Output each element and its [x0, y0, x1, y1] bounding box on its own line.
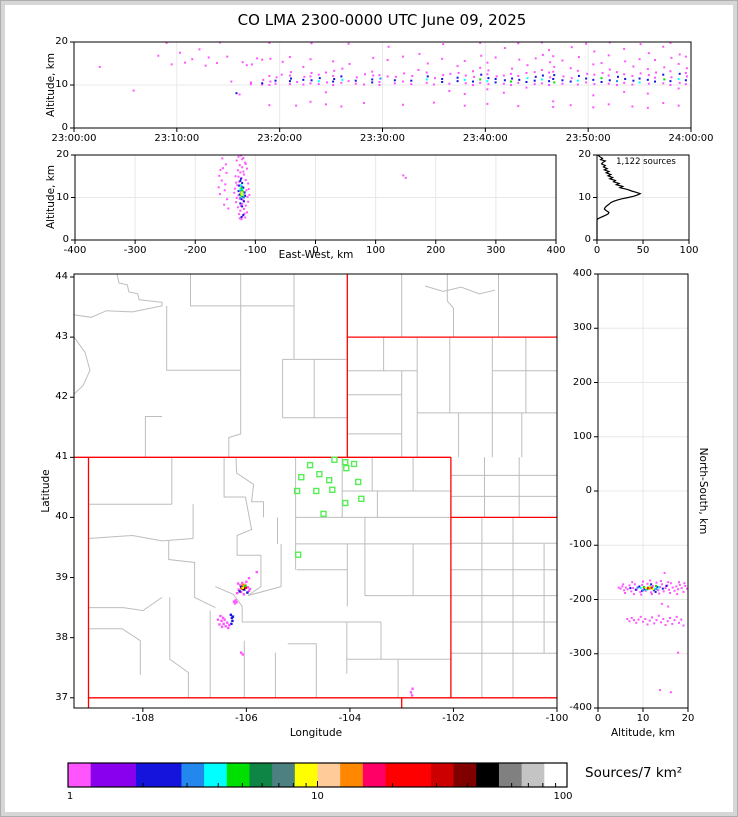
tick-label: 23:10:00: [154, 133, 200, 144]
tick-label: 100: [679, 245, 699, 256]
tick-label: 100: [366, 245, 386, 256]
ew-panel-xlabel: East-West, km: [278, 249, 354, 261]
tick-label: 20: [681, 713, 695, 724]
tick-label: 1: [66, 791, 74, 802]
tick-label: -400: [569, 702, 592, 713]
tick-label: 23:00:00: [51, 133, 97, 144]
tick-label: 200: [572, 376, 592, 388]
tick-label: 43: [55, 331, 68, 343]
tick-label: 23:30:00: [360, 133, 405, 144]
ns-panel-xlabel: Altitude, km: [610, 727, 676, 739]
tick-label: 0: [312, 245, 319, 256]
tick-label: -300: [569, 647, 592, 659]
figure-title: CO LMA 2300-0000 UTC June 09, 2025: [237, 11, 527, 29]
tick-label: 0: [594, 713, 602, 724]
tick-label: 10: [55, 79, 68, 90]
tick-label: 100: [572, 430, 592, 442]
tick-label: 0: [62, 234, 69, 245]
tick-label: -108: [131, 713, 155, 724]
tick-label: -102: [442, 713, 465, 724]
tick-label: 23:50:00: [565, 133, 611, 144]
tick-label: -100: [244, 245, 267, 256]
tick-label: 38: [55, 631, 68, 643]
tick-label: 10: [56, 191, 69, 203]
tick-label: -200: [569, 593, 592, 605]
tick-label: 0: [593, 245, 601, 256]
tick-label: 10: [578, 191, 591, 203]
tick-label: 24:00:00: [668, 133, 714, 144]
tick-label: 37: [55, 691, 68, 703]
tick-label: 100: [553, 791, 573, 802]
tick-label: 300: [486, 245, 506, 256]
map-xlabel: Longitude: [289, 727, 343, 739]
histogram-annotation: 1,122 sources: [616, 157, 676, 167]
tick-label: 200: [426, 245, 446, 256]
tick-label: -100: [545, 713, 569, 724]
tick-label: 0: [584, 234, 591, 245]
tick-label: 0: [61, 122, 68, 133]
tick-label: 300: [572, 322, 592, 334]
tick-label: 40: [55, 511, 68, 523]
tick-label: 44: [55, 271, 68, 282]
tick-label: 20: [55, 36, 68, 47]
tick-label: 0: [585, 485, 592, 496]
tick-label: 400: [572, 268, 592, 279]
tick-label: 23:20:00: [257, 133, 303, 144]
tick-label: 23:40:00: [462, 133, 508, 144]
tick-label: 20: [56, 149, 69, 160]
tick-label: -100: [569, 539, 592, 551]
ns-panel-ylabel: North-South, km: [697, 447, 709, 535]
tick-label: 10: [636, 713, 650, 724]
tick-label: -300: [123, 245, 147, 256]
colorbar-label: Sources/7 km²: [585, 765, 683, 781]
tick-label: 20: [578, 149, 591, 160]
tick-label: -400: [63, 245, 87, 256]
tick-label: 400: [546, 245, 566, 256]
tick-label: 50: [636, 245, 650, 256]
tick-label: 39: [55, 571, 68, 583]
tick-label: 41: [55, 451, 68, 463]
tick-label: -104: [338, 713, 362, 724]
tick-label: -106: [235, 713, 258, 724]
tick-label: 10: [311, 791, 324, 802]
tick-label: -200: [183, 245, 207, 256]
tick-label: 42: [55, 391, 68, 403]
